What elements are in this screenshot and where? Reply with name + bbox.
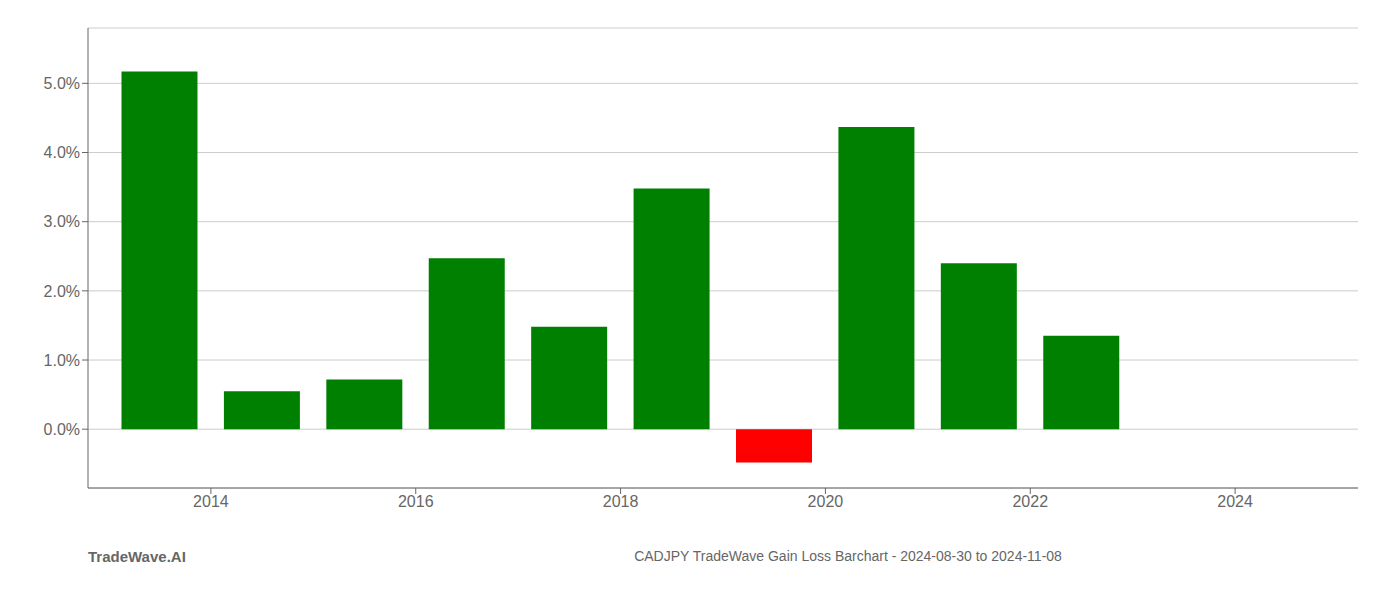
html-text:CADJPY TradeWave Gain Loss Bar: CADJPY TradeWave Gain Loss Barchart - 20…	[634, 548, 1062, 564]
svg-text:3.0%: 3.0%	[44, 213, 80, 230]
svg-text:2016: 2016	[398, 493, 434, 510]
svg-text:2.0%: 2.0%	[44, 283, 80, 300]
svg-text:5.0%: 5.0%	[44, 75, 80, 92]
html-text:TradeWave.AI: TradeWave.AI	[88, 548, 186, 565]
svg-text:2020: 2020	[808, 493, 844, 510]
svg-text:2024: 2024	[1217, 493, 1253, 510]
svg-text:0.0%: 0.0%	[44, 421, 80, 438]
svg-text:2022: 2022	[1012, 493, 1048, 510]
svg-text:2014: 2014	[193, 493, 229, 510]
svg-text:1.0%: 1.0%	[44, 352, 80, 369]
svg-text:2018: 2018	[603, 493, 639, 510]
svg-text:4.0%: 4.0%	[44, 144, 80, 161]
